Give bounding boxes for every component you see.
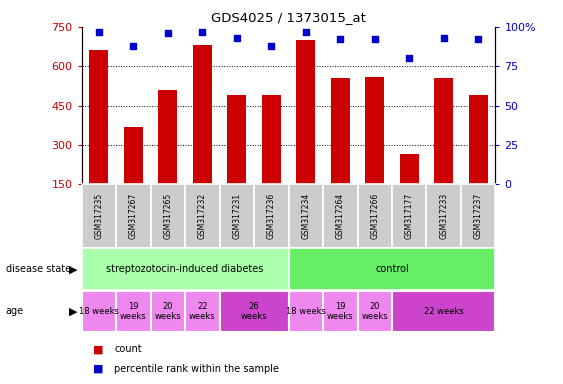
Text: 22
weeks: 22 weeks	[189, 302, 216, 321]
Point	[129, 43, 138, 49]
Bar	[151, 184, 185, 248]
Bar	[400, 154, 419, 184]
Text: GSM317232: GSM317232	[198, 193, 207, 239]
Text: ▶: ▶	[69, 264, 78, 274]
Bar	[151, 291, 185, 332]
Text: GSM317177: GSM317177	[405, 193, 414, 239]
Text: GSM317237: GSM317237	[473, 193, 482, 239]
Point	[95, 28, 104, 35]
Text: 19
weeks: 19 weeks	[327, 302, 354, 321]
Text: control: control	[375, 264, 409, 274]
Text: GSM317267: GSM317267	[129, 193, 138, 239]
Text: GSM317265: GSM317265	[163, 193, 172, 239]
Bar	[227, 95, 246, 184]
Bar	[296, 40, 315, 184]
Text: percentile rank within the sample: percentile rank within the sample	[114, 364, 279, 374]
Text: count: count	[114, 344, 142, 354]
Bar	[392, 291, 495, 332]
Bar	[82, 291, 116, 332]
Bar	[289, 184, 323, 248]
Bar	[358, 184, 392, 248]
Text: disease state: disease state	[6, 264, 71, 274]
Text: GSM317233: GSM317233	[439, 193, 448, 239]
Text: GSM317235: GSM317235	[95, 193, 104, 239]
Bar	[461, 184, 495, 248]
Text: GSM317264: GSM317264	[336, 193, 345, 239]
Bar	[331, 78, 350, 184]
Bar	[254, 184, 288, 248]
Bar	[90, 50, 108, 184]
Text: 18 weeks: 18 weeks	[286, 307, 326, 316]
Bar	[434, 78, 453, 184]
Text: 20
weeks: 20 weeks	[154, 302, 181, 321]
Text: 22 weeks: 22 weeks	[424, 307, 463, 316]
Bar	[358, 291, 392, 332]
Bar	[185, 184, 220, 248]
Point	[405, 55, 414, 61]
Bar	[220, 291, 289, 332]
Point	[233, 35, 242, 41]
Text: ■: ■	[93, 344, 104, 354]
Point	[370, 36, 379, 43]
Bar	[289, 291, 323, 332]
Bar	[365, 77, 384, 184]
Bar	[82, 248, 289, 290]
Point	[163, 30, 172, 36]
Point	[198, 28, 207, 35]
Bar	[469, 95, 488, 184]
Text: 20
weeks: 20 weeks	[361, 302, 388, 321]
Text: GSM317236: GSM317236	[267, 193, 276, 239]
Point	[336, 36, 345, 43]
Text: GSM317266: GSM317266	[370, 193, 379, 239]
Bar	[427, 184, 461, 248]
Point	[267, 43, 276, 49]
Text: streptozotocin-induced diabetes: streptozotocin-induced diabetes	[106, 264, 264, 274]
Bar	[116, 184, 150, 248]
Bar	[392, 184, 427, 248]
Bar	[158, 90, 177, 184]
Bar	[262, 95, 281, 184]
Bar	[185, 291, 220, 332]
Bar	[124, 127, 143, 184]
Text: ▶: ▶	[69, 306, 78, 316]
Bar	[193, 45, 212, 184]
Title: GDS4025 / 1373015_at: GDS4025 / 1373015_at	[211, 11, 366, 24]
Text: 26
weeks: 26 weeks	[241, 302, 267, 321]
Point	[439, 35, 448, 41]
Bar	[116, 291, 150, 332]
Bar	[323, 291, 358, 332]
Text: age: age	[6, 306, 24, 316]
Point	[301, 28, 310, 35]
Bar	[82, 184, 116, 248]
Text: ■: ■	[93, 364, 104, 374]
Point	[473, 36, 482, 43]
Text: 19
weeks: 19 weeks	[120, 302, 147, 321]
Bar	[323, 184, 358, 248]
Bar	[220, 184, 254, 248]
Text: GSM317231: GSM317231	[233, 193, 242, 239]
Bar	[289, 248, 495, 290]
Text: 18 weeks: 18 weeks	[79, 307, 119, 316]
Text: GSM317234: GSM317234	[301, 193, 310, 239]
